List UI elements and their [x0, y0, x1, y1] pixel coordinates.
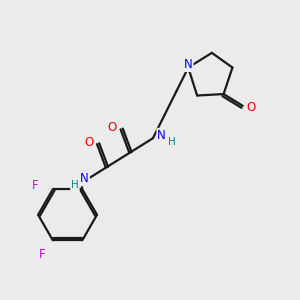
Text: H: H [168, 137, 176, 147]
Text: O: O [84, 136, 93, 149]
Text: H: H [71, 180, 79, 190]
Text: O: O [108, 122, 117, 134]
Text: O: O [246, 101, 256, 114]
Text: F: F [32, 179, 38, 192]
Text: N: N [80, 172, 89, 185]
Text: F: F [39, 248, 46, 261]
Text: N: N [158, 129, 166, 142]
Text: N: N [184, 58, 193, 71]
